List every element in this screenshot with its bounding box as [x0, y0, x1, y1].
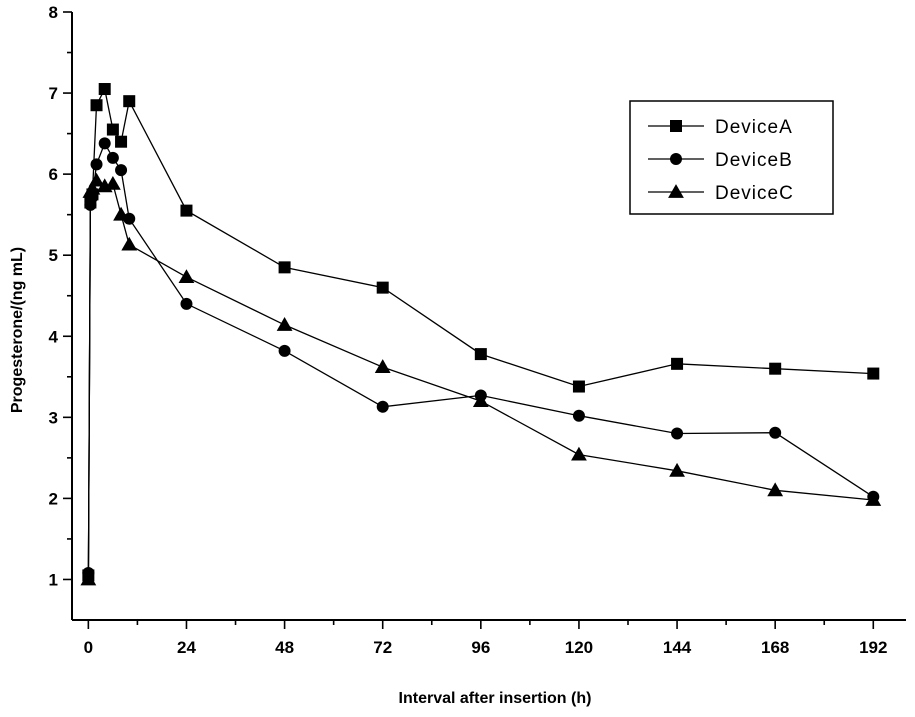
data-point-circle: [572, 409, 585, 422]
data-point-triangle: [84, 180, 101, 195]
data-point-circle: [115, 164, 128, 177]
y-tick-label: 2: [49, 489, 58, 508]
x-tick-label: 48: [275, 638, 294, 657]
data-point-square: [572, 380, 585, 393]
y-tick-label: 5: [49, 246, 58, 265]
series-markers-group: [80, 83, 882, 586]
data-point-circle: [123, 212, 136, 225]
data-point-square: [670, 120, 682, 132]
data-point-circle: [98, 137, 111, 150]
y-tick-label: 6: [49, 165, 58, 184]
y-tick-label: 7: [49, 84, 58, 103]
data-point-square: [180, 204, 193, 217]
x-tick-label: 0: [84, 638, 93, 657]
data-point-square: [106, 123, 119, 136]
data-point-square: [115, 135, 128, 148]
data-point-square: [278, 261, 291, 274]
data-point-circle: [769, 426, 782, 439]
data-point-triangle: [178, 269, 195, 283]
data-point-triangle: [374, 359, 391, 373]
data-point-triangle: [669, 462, 685, 477]
legend-label: DeviceB: [715, 150, 793, 171]
x-tick-label: 192: [859, 638, 887, 657]
data-point-triangle: [571, 446, 587, 461]
data-point-circle: [90, 158, 103, 171]
series-line-devicec: [87, 179, 874, 580]
y-tick-label: 4: [49, 327, 59, 346]
data-point-triangle: [104, 175, 121, 190]
data-point-square: [98, 83, 111, 96]
data-point-circle: [671, 427, 684, 440]
data-point-triangle: [113, 206, 129, 221]
legend: DeviceA DeviceB DeviceC: [629, 100, 834, 215]
data-point-triangle: [88, 172, 105, 187]
data-point-circle: [278, 344, 291, 357]
legend-label: DeviceA: [715, 117, 793, 138]
data-point-triangle: [276, 317, 293, 331]
x-tick-label: 168: [761, 638, 789, 657]
x-tick-label: 72: [373, 638, 392, 657]
x-tick-label: 144: [663, 638, 692, 657]
data-point-square: [769, 362, 782, 375]
legend-box: [629, 100, 834, 215]
data-point-triangle: [472, 393, 489, 408]
data-point-triangle: [80, 571, 97, 586]
data-point-circle: [180, 297, 193, 310]
data-point-circle: [376, 400, 389, 413]
data-point-square: [123, 95, 136, 108]
x-axis-title: Interval after insertion (h): [399, 690, 592, 707]
data-point-circle: [670, 153, 682, 165]
data-point-triangle: [121, 236, 138, 251]
data-point-square: [376, 281, 389, 294]
y-tick-label: 3: [49, 408, 58, 427]
data-point-square: [474, 348, 487, 361]
y-tick-label: 1: [49, 570, 58, 589]
x-tick-label: 96: [471, 638, 490, 657]
data-point-circle: [106, 151, 119, 164]
x-tick-label: 120: [565, 638, 593, 657]
y-tick-label: 8: [49, 3, 58, 22]
y-axis-title: Progesterone/(ng mL): [9, 247, 26, 413]
x-tick-label: 24: [177, 638, 196, 657]
data-point-triangle: [767, 482, 784, 497]
series-line-devicea: [87, 87, 874, 576]
data-point-square: [867, 367, 880, 380]
data-point-triangle: [668, 184, 684, 198]
data-point-triangle: [865, 492, 882, 506]
data-point-square: [90, 99, 103, 112]
data-point-square: [671, 357, 684, 370]
axes-group: 1 2 3 4 5 6 7 8 0 24 48 72 96 120 144 168 192: [49, 3, 906, 657]
legend-label: DeviceC: [715, 183, 794, 204]
